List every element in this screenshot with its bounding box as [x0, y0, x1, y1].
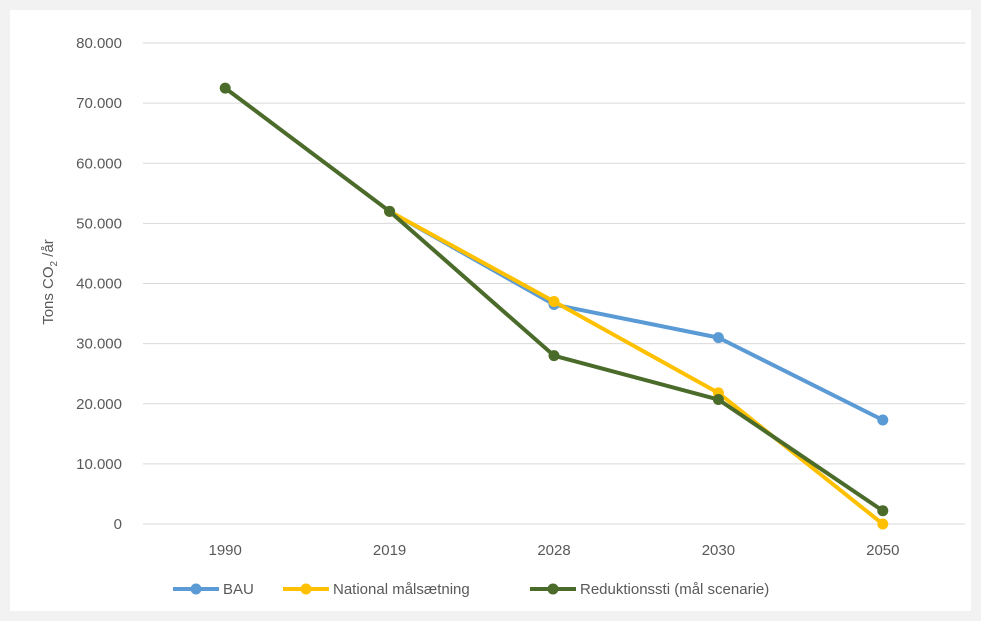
y-axis-title-suffix: /år: [40, 239, 57, 261]
legend-label: National målsætning: [333, 581, 470, 598]
y-tick-label: 60.000: [76, 155, 122, 172]
y-axis-title-subscript: 2: [49, 260, 60, 266]
legend-swatch-marker: [190, 583, 202, 595]
legend-item: National målsætning: [283, 581, 470, 598]
legend-label: Reduktionssti (mål scenarie): [580, 581, 769, 598]
legend-item: BAU: [173, 581, 254, 598]
series-group: [384, 205, 889, 426]
chart-card: 0 10.000 20.000 30.000 40.000 50.000 60.000 70.…: [10, 10, 971, 611]
series: [219, 82, 889, 530]
data-point: [548, 296, 560, 308]
gridlines: [143, 42, 965, 525]
data-point: [712, 332, 724, 344]
legend-label: BAU: [223, 581, 254, 598]
y-tick-label: 70.000: [76, 95, 122, 112]
y-tick-label: 80.000: [76, 35, 122, 52]
data-point: [877, 414, 889, 426]
y-axis-title-prefix: Tons CO: [40, 266, 57, 324]
legend-item: Reduktionssti (mål scenarie): [530, 581, 769, 598]
x-tick-label: 2019: [373, 542, 406, 559]
x-tick-label: 2050: [866, 542, 899, 559]
data-point: [384, 205, 396, 217]
y-tick-labels: 0 10.000 20.000 30.000 40.000 50.000 60.000 70.…: [76, 35, 122, 533]
y-tick-label: 0: [114, 516, 122, 533]
line-chart: 0 10.000 20.000 30.000 40.000 50.000 60.000 70.…: [40, 35, 965, 598]
data-point: [712, 394, 724, 406]
x-tick-label: 2030: [702, 542, 735, 559]
legend: BAU National målsætning Reduktionssti (mål…: [173, 581, 769, 598]
series-line: [387, 209, 885, 526]
y-tick-label: 50.000: [76, 215, 122, 232]
x-tick-label: 1990: [209, 542, 242, 559]
y-axis-title: Tons CO2 /år: [40, 239, 60, 325]
series-line: [387, 209, 885, 422]
x-tick-labels: 1990 2019 2028 2030 2050: [209, 542, 900, 559]
data-point: [548, 350, 560, 362]
y-tick-label: 20.000: [76, 396, 122, 413]
data-point: [877, 518, 889, 530]
data-point: [219, 82, 231, 94]
series-group: [384, 205, 889, 530]
series-group: [219, 82, 889, 517]
y-tick-label: 30.000: [76, 336, 122, 353]
y-tick-label: 10.000: [76, 456, 122, 473]
data-point: [877, 505, 889, 517]
y-tick-label: 40.000: [76, 276, 122, 293]
x-tick-label: 2028: [537, 542, 570, 559]
legend-swatch-marker: [300, 583, 312, 595]
legend-swatch-marker: [547, 583, 559, 595]
